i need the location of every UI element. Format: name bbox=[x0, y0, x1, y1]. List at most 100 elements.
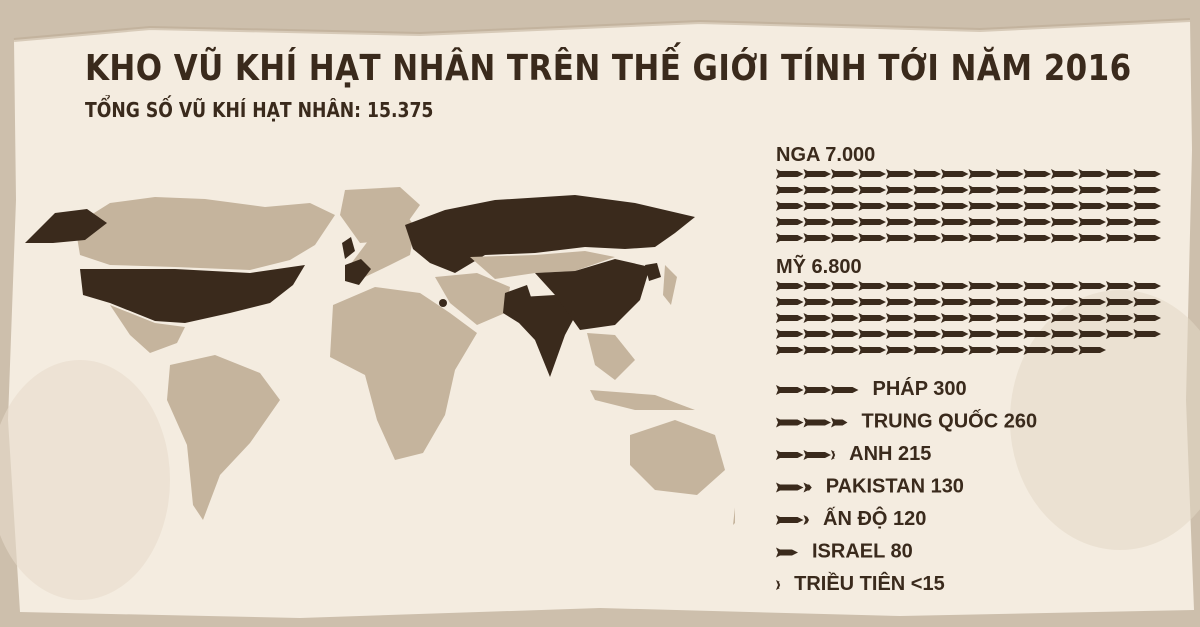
map-russia bbox=[405, 195, 695, 273]
missile-icon bbox=[776, 547, 798, 558]
missile-icon bbox=[968, 313, 996, 323]
missile-icon bbox=[1133, 313, 1161, 323]
missile-icon bbox=[1078, 329, 1106, 339]
missile-icon bbox=[776, 482, 804, 493]
map-new-zealand bbox=[733, 507, 735, 525]
missile-icon bbox=[1106, 281, 1134, 291]
missile-icon bbox=[776, 297, 804, 307]
missile-icon bbox=[941, 217, 969, 227]
missile-icon bbox=[886, 297, 914, 307]
missile-icon bbox=[941, 297, 969, 307]
missile-icon bbox=[1078, 281, 1106, 291]
missile-icon bbox=[913, 281, 941, 291]
map-france bbox=[345, 259, 371, 285]
missile-icon bbox=[776, 385, 804, 395]
missile-icon bbox=[858, 233, 886, 243]
map-central-asia bbox=[470, 251, 615, 279]
missile-icon bbox=[831, 329, 859, 339]
missile-icon bbox=[776, 313, 804, 323]
missile-icon bbox=[776, 217, 804, 227]
missile-icon bbox=[776, 281, 804, 291]
missile-icon bbox=[1078, 217, 1106, 227]
missile-icon bbox=[996, 345, 1024, 355]
missile-icon bbox=[1106, 217, 1134, 227]
map-se-asia bbox=[587, 333, 635, 380]
missile-icon bbox=[1133, 329, 1161, 339]
missile-icon bbox=[858, 313, 886, 323]
missile-icon bbox=[913, 233, 941, 243]
missile-icon bbox=[776, 580, 781, 590]
missile-icon bbox=[776, 185, 804, 195]
missile-icon bbox=[1133, 185, 1161, 195]
map-india bbox=[519, 295, 580, 377]
missile-icon bbox=[803, 345, 831, 355]
missile-icon bbox=[1133, 297, 1161, 307]
bar-label: TRIỀU TIÊN <15 bbox=[794, 571, 945, 595]
map-north-korea bbox=[645, 263, 661, 281]
bar-label: ISRAEL 80 bbox=[812, 541, 913, 563]
missile-icon bbox=[1078, 233, 1106, 243]
missile-icon bbox=[1051, 185, 1079, 195]
missile-icon bbox=[776, 417, 804, 428]
map-africa bbox=[330, 287, 477, 460]
missile-icon bbox=[858, 345, 886, 355]
missile-icon bbox=[1023, 297, 1051, 307]
missile-icon bbox=[776, 450, 804, 460]
missile-icon bbox=[831, 385, 859, 395]
bar-label: NGA 7.000 bbox=[776, 144, 875, 166]
missile-icon bbox=[803, 385, 831, 395]
missile-icon bbox=[776, 169, 804, 179]
missile-icon bbox=[1023, 169, 1051, 179]
missile-icon bbox=[886, 233, 914, 243]
bar-label: ANH 215 bbox=[849, 443, 931, 465]
missile-icon bbox=[831, 281, 859, 291]
map-uk bbox=[342, 237, 355, 259]
missile-icon bbox=[886, 281, 914, 291]
missile-icon bbox=[803, 169, 831, 179]
missile-icon bbox=[913, 313, 941, 323]
missile-icon bbox=[996, 313, 1024, 323]
missile-icon bbox=[803, 329, 831, 339]
missile-icon bbox=[1078, 345, 1106, 355]
missile-icon bbox=[831, 169, 859, 179]
missile-icon bbox=[1051, 201, 1079, 211]
missile-icon bbox=[996, 233, 1024, 243]
missile-icon bbox=[831, 217, 859, 227]
map-mexico bbox=[110, 305, 185, 353]
missile-icon bbox=[858, 185, 886, 195]
missile-icon bbox=[1023, 185, 1051, 195]
missile-icon bbox=[1051, 345, 1079, 355]
missile-icon bbox=[803, 185, 831, 195]
map-south-america bbox=[167, 355, 280, 520]
missile-icon bbox=[858, 217, 886, 227]
missile-icon bbox=[968, 329, 996, 339]
missile-icon bbox=[941, 169, 969, 179]
bar-label: MỸ 6.800 bbox=[776, 255, 862, 278]
missile-icon bbox=[886, 217, 914, 227]
missile-icon bbox=[803, 297, 831, 307]
missile-icon bbox=[776, 233, 804, 243]
missile-icon bbox=[1051, 297, 1079, 307]
missile-icon bbox=[1133, 217, 1161, 227]
page-title: KHO VŨ KHÍ HẠT NHÂN TRÊN THẾ GIỚI TÍNH T… bbox=[85, 48, 1132, 89]
missile-icon bbox=[1023, 217, 1051, 227]
missile-icon bbox=[1106, 329, 1134, 339]
missile-icon bbox=[803, 313, 831, 323]
missile-icon bbox=[913, 185, 941, 195]
map-europe bbox=[350, 213, 415, 277]
missile-icon bbox=[1078, 169, 1106, 179]
map-canada bbox=[75, 197, 335, 270]
missile-icon bbox=[1023, 313, 1051, 323]
map-middle-east bbox=[435, 273, 510, 325]
missile-icon bbox=[1051, 217, 1079, 227]
bar-label: ẤN ĐỘ 120 bbox=[823, 506, 926, 530]
world-map bbox=[25, 187, 735, 525]
missile-icon bbox=[803, 233, 831, 243]
missile-icon bbox=[996, 297, 1024, 307]
map-australia bbox=[630, 420, 725, 495]
warhead-chart: NGA 7.000 MỸ 6.800 PHÁP 300 TRUNG QUỐC 260 A… bbox=[776, 144, 1161, 595]
missile-icon bbox=[776, 329, 804, 339]
bar-label: PHÁP 300 bbox=[873, 377, 967, 400]
map-alaska bbox=[25, 209, 107, 243]
